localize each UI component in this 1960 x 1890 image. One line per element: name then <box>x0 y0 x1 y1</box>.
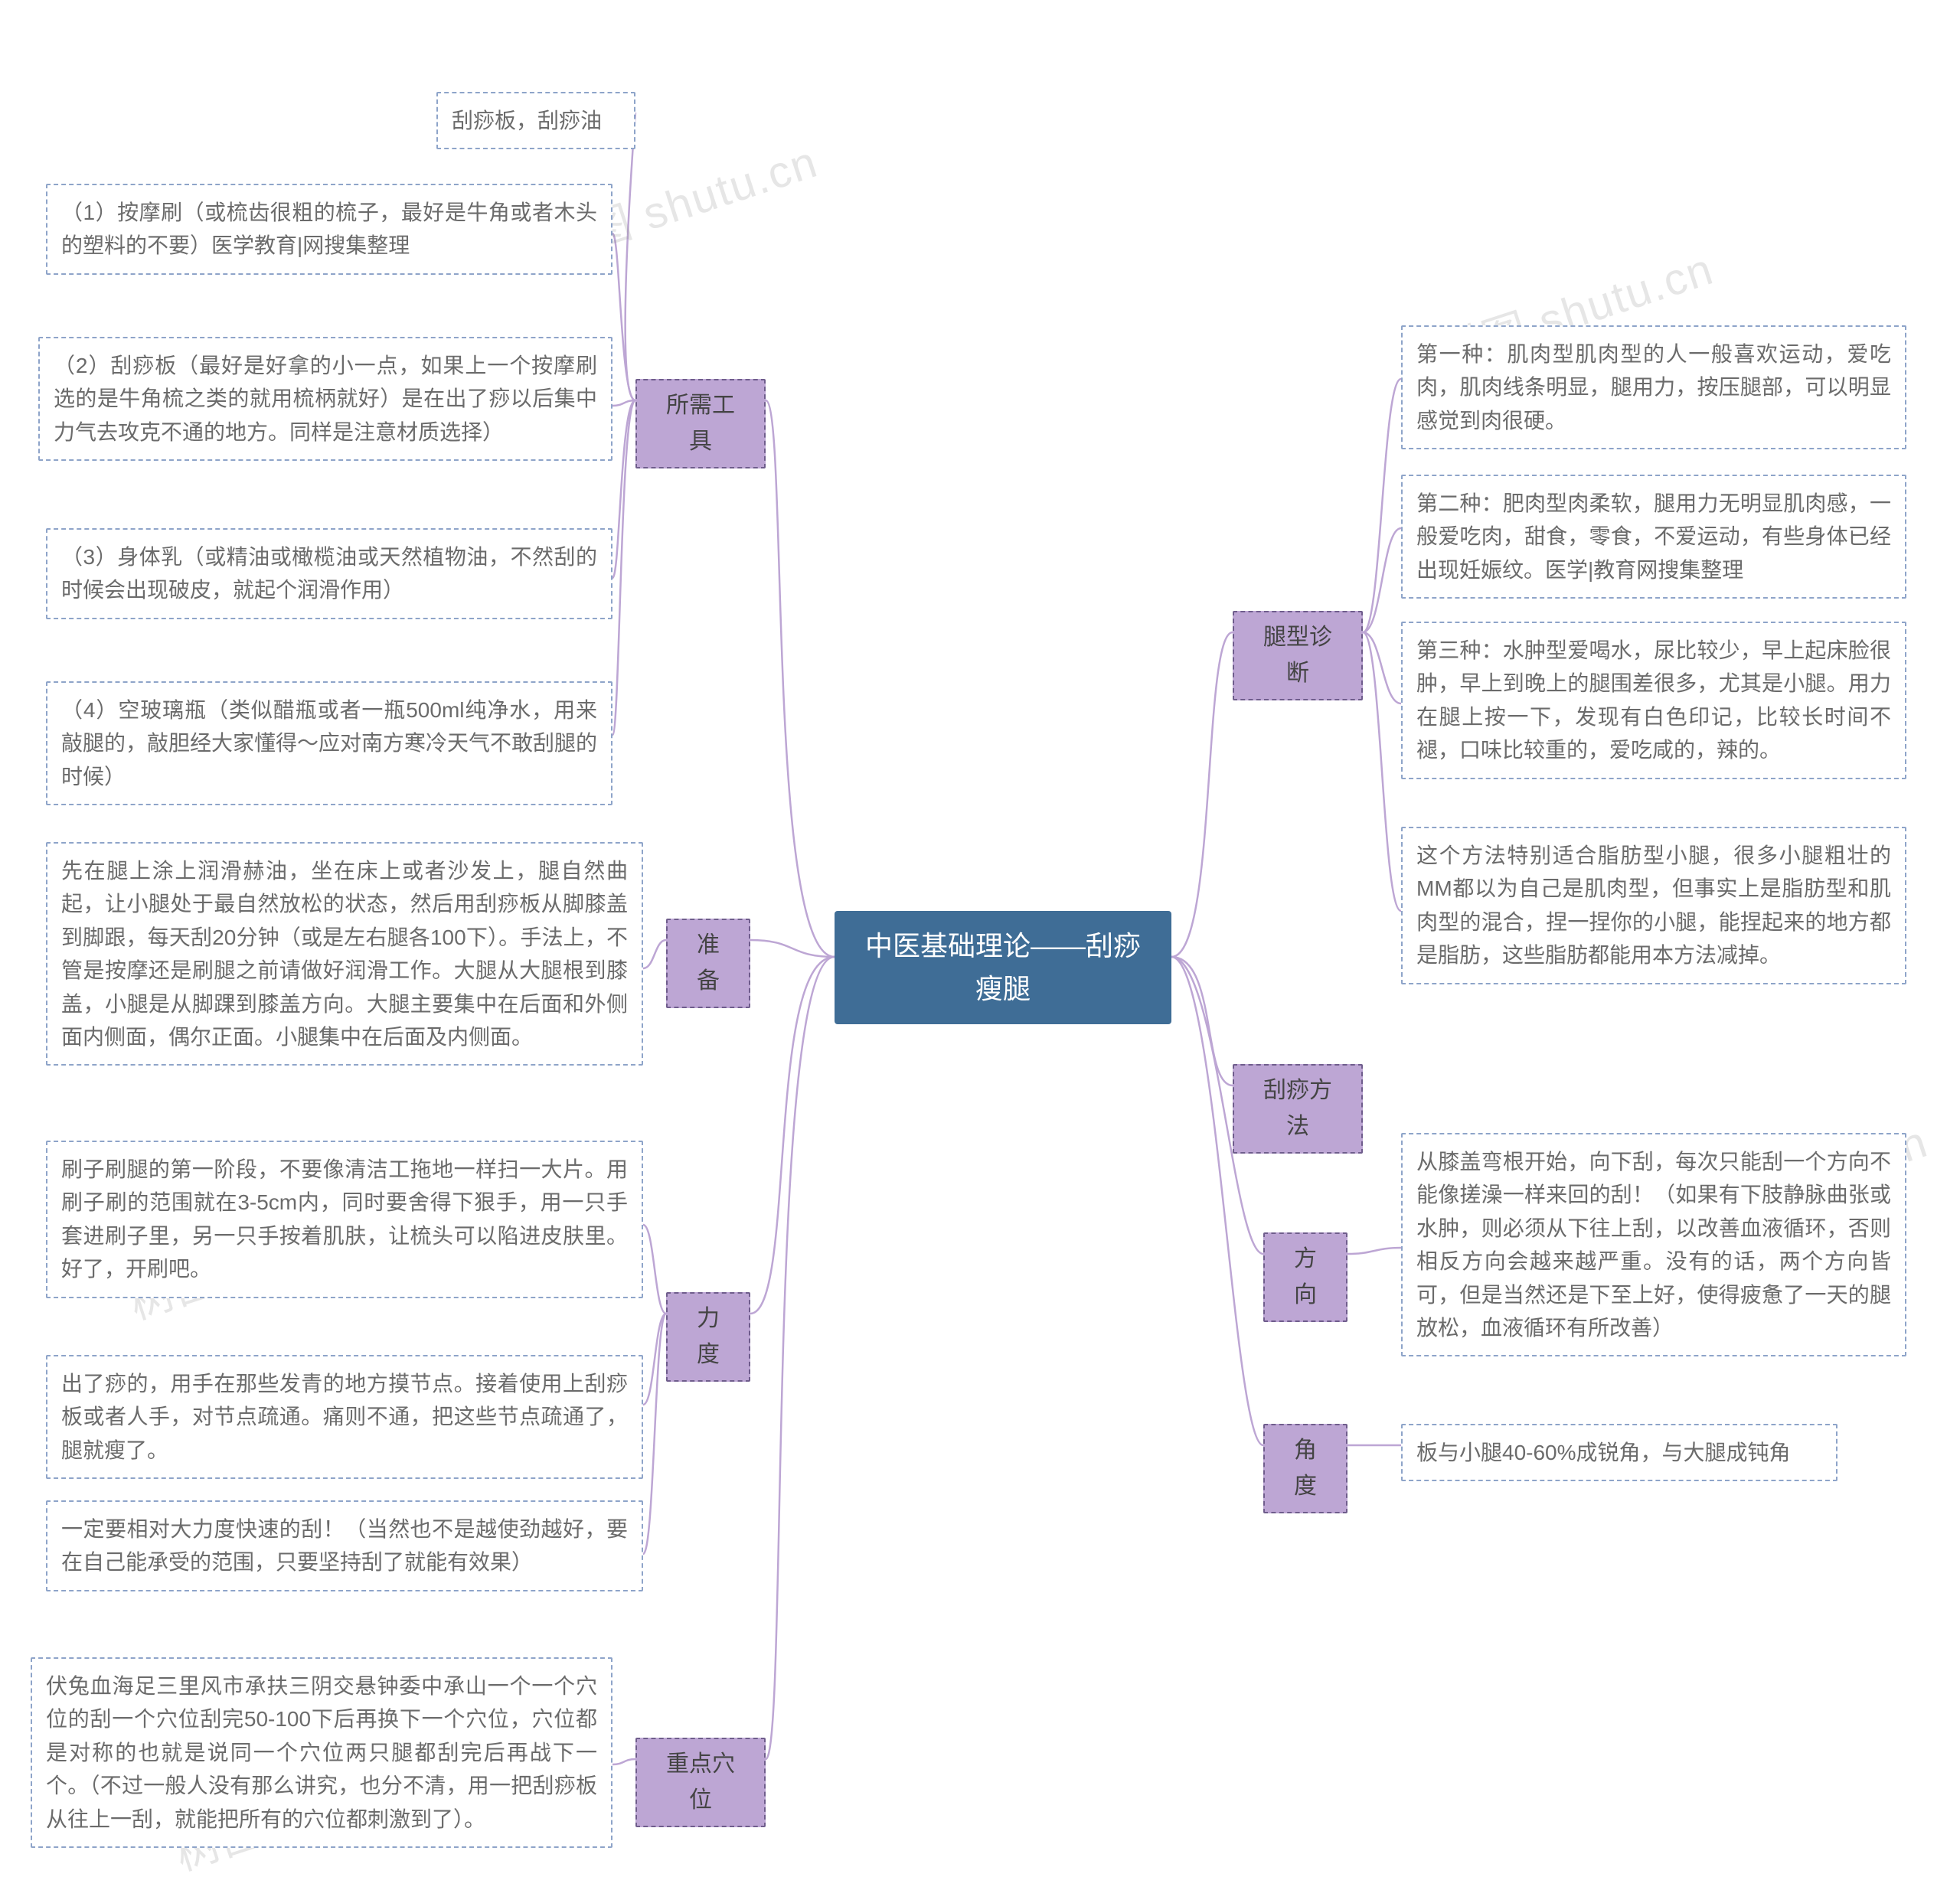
topic-force: 力度 <box>666 1292 750 1382</box>
leaf-tools-3: （3）身体乳（或精油或橄榄油或天然植物油，不然刮的时候会出现破皮，就起个润滑作用… <box>46 528 612 619</box>
leaf-tools-0: 刮痧板，刮痧油 <box>436 92 635 149</box>
leaf-angle-0: 板与小腿40-60%成锐角，与大腿成钝角 <box>1401 1424 1838 1481</box>
leaf-legtype-3: 这个方法特别适合脂肪型小腿，很多小腿粗壮的MM都以为自己是肌肉型，但事实上是脂肪… <box>1401 827 1906 984</box>
leaf-direction-0: 从膝盖弯根开始，向下刮，每次只能刮一个方向不能像搓澡一样来回的刮！（如果有下肢静… <box>1401 1133 1906 1356</box>
topic-angle: 角度 <box>1263 1424 1348 1513</box>
leaf-tools-2: （2）刮痧板（最好是好拿的小一点，如果上一个按摩刷选的是牛角梳之类的就用梳柄就好… <box>38 337 612 461</box>
leaf-force-1: 出了痧的，用手在那些发青的地方摸节点。接着使用上刮痧板或者人手，对节点疏通。痛则… <box>46 1355 643 1479</box>
topic-method: 刮痧方法 <box>1233 1064 1363 1154</box>
topic-prep: 准备 <box>666 919 750 1008</box>
topic-legtype: 腿型诊断 <box>1233 611 1363 700</box>
leaf-acupoints-0: 伏兔血海足三里风市承扶三阴交悬钟委中承山一个一个穴位的刮一个穴位刮完50-100… <box>31 1657 612 1848</box>
leaf-tools-1: （1）按摩刷（或梳齿很粗的梳子，最好是牛角或者木头的塑料的不要）医学教育|网搜集… <box>46 184 612 275</box>
leaf-force-0: 刷子刷腿的第一阶段，不要像清洁工拖地一样扫一大片。用刷子刷的范围就在3-5cm内… <box>46 1141 643 1298</box>
topic-direction: 方向 <box>1263 1232 1348 1322</box>
topic-acupoints: 重点穴位 <box>635 1738 766 1827</box>
leaf-tools-4: （4）空玻璃瓶（类似醋瓶或者一瓶500ml纯净水，用来敲腿的，敲胆经大家懂得～应… <box>46 681 612 805</box>
topic-tools: 所需工具 <box>635 379 766 468</box>
leaf-legtype-0: 第一种：肌肉型肌肉型的人一般喜欢运动，爱吃肉，肌肉线条明显，腿用力，按压腿部，可… <box>1401 325 1906 449</box>
leaf-prep-0: 先在腿上涂上润滑赫油，坐在床上或者沙发上，腿自然曲起，让小腿处于最自然放松的状态… <box>46 842 643 1066</box>
leaf-force-2: 一定要相对大力度快速的刮！（当然也不是越使劲越好，要在自己能承受的范围，只要坚持… <box>46 1500 643 1591</box>
leaf-legtype-2: 第三种：水肿型爱喝水，尿比较少，早上起床脸很肿，早上到晚上的腿围差很多，尤其是小… <box>1401 622 1906 779</box>
root-node: 中医基础理论——刮痧瘦腿 <box>835 911 1171 1024</box>
leaf-legtype-1: 第二种：肥肉型肉柔软，腿用力无明显肌肉感，一般爱吃肉，甜食，零食，不爱运动，有些… <box>1401 475 1906 599</box>
